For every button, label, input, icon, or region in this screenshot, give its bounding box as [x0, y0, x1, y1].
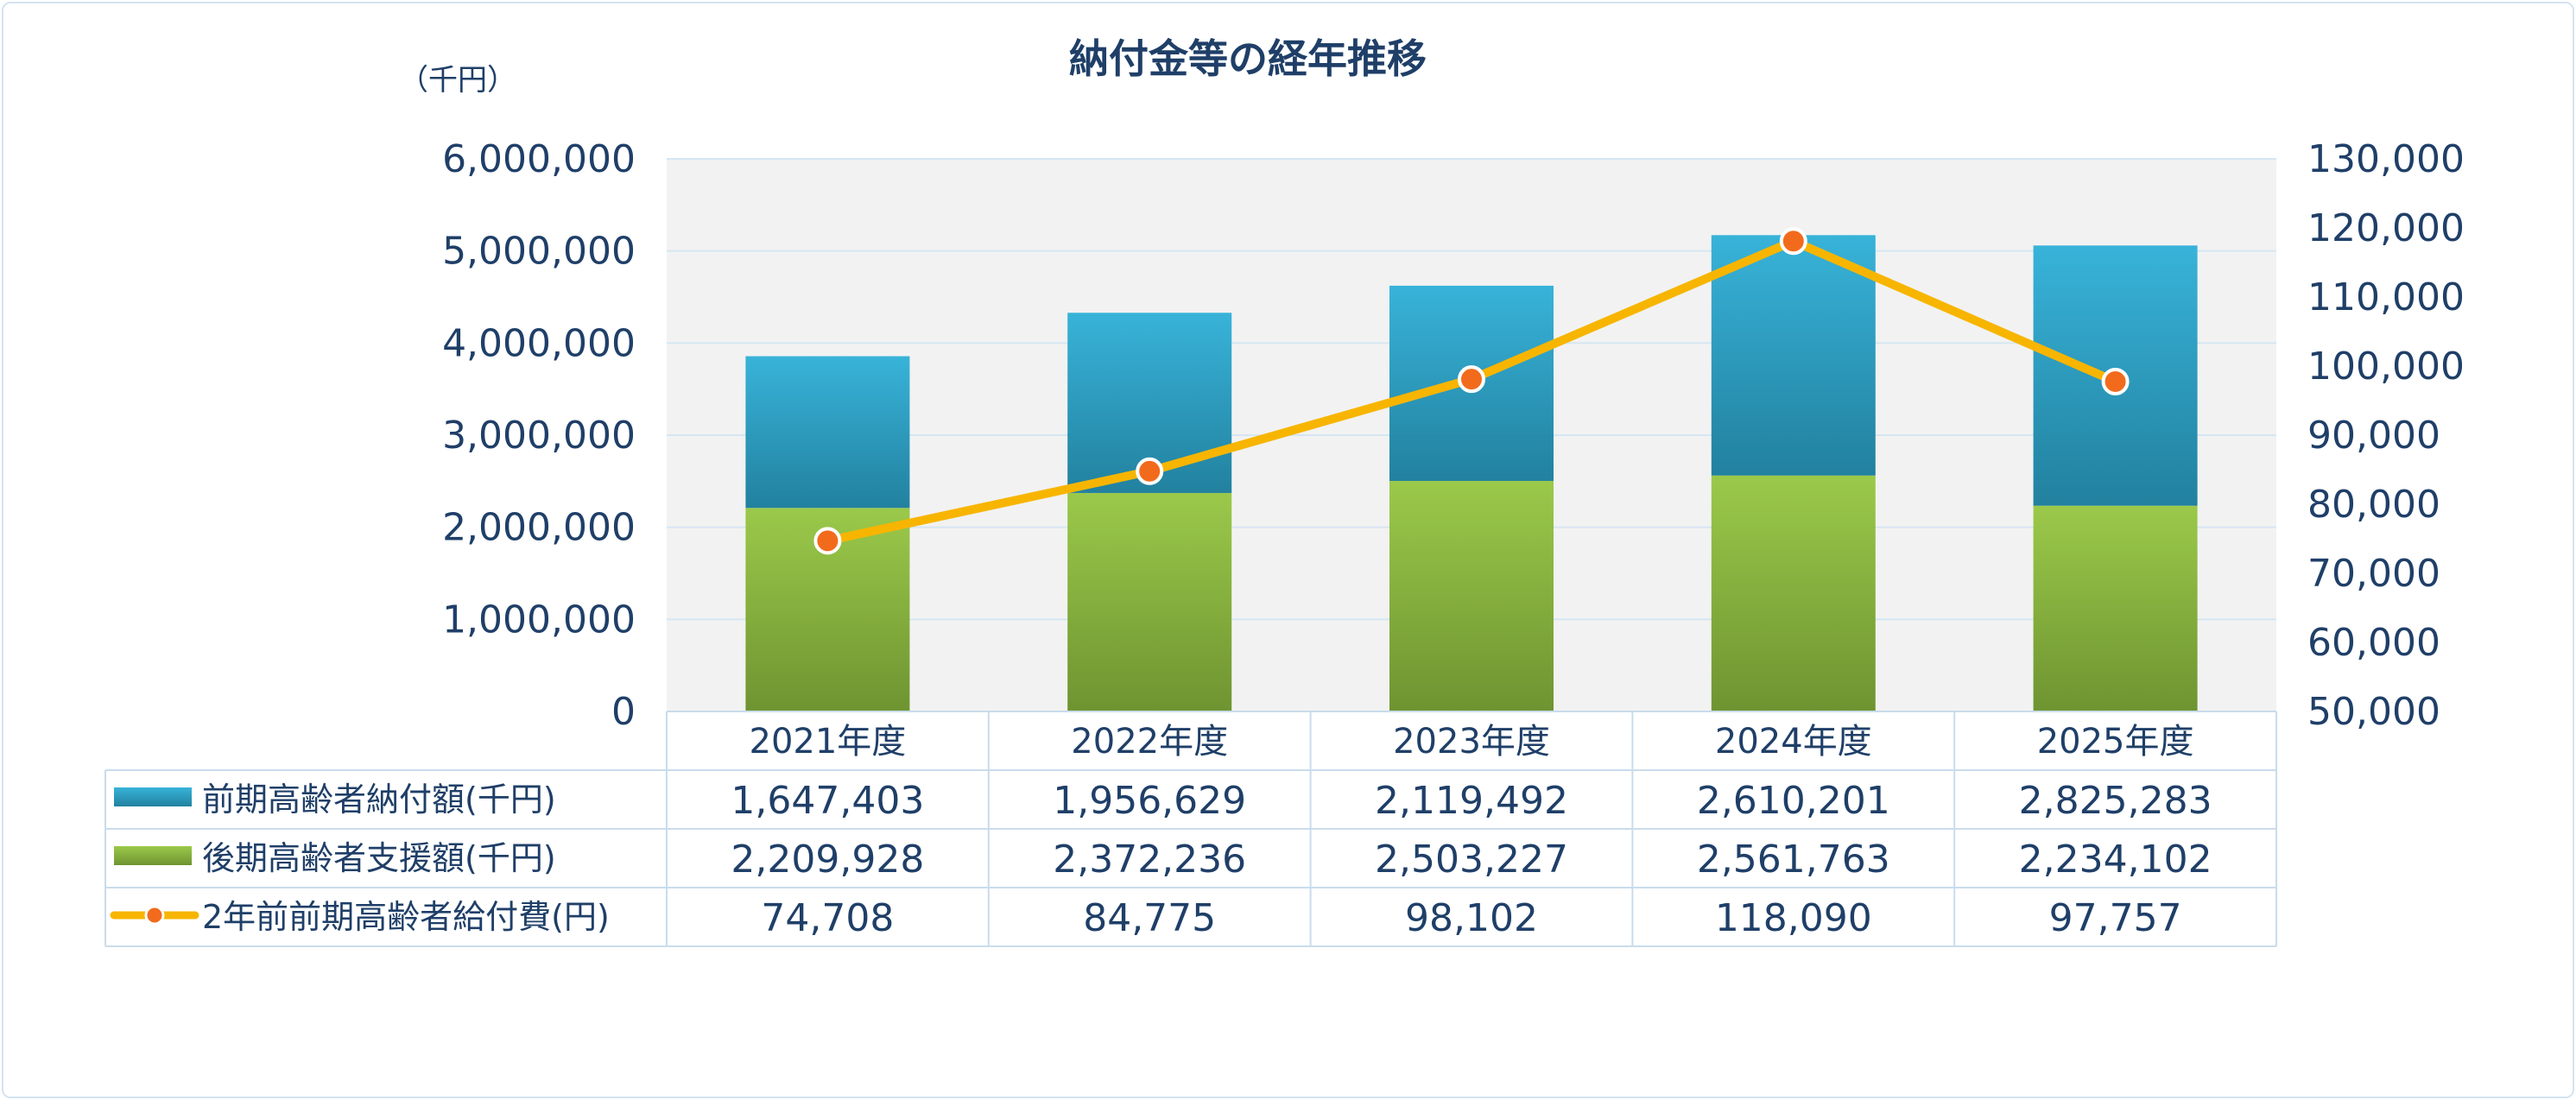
data-table-cell: 2,561,763	[1697, 838, 1890, 882]
bar-zenki-noufugaku	[1711, 235, 1876, 476]
data-table-cell: 98,102	[1405, 896, 1538, 940]
y-right-tick-label: 90,000	[2307, 414, 2440, 458]
bar-kouki-shienngaku	[1711, 475, 1876, 711]
y-left-tick-label: 1,000,000	[442, 597, 636, 642]
data-table-cell: 2,119,492	[1375, 779, 1568, 823]
plot-area: 0 1,000,000 2,000,000 3,000,000 4,000,000 5,0…	[442, 137, 2465, 734]
x-category-label: 2021年度	[750, 722, 907, 762]
combo-chart: 納付金等の経年推移 （千円） 0 1,000,000 2,000,000 3,000,…	[104, 35, 2465, 947]
data-table-cell: 2,610,201	[1697, 779, 1890, 823]
line-point-kyufuhi	[813, 527, 842, 555]
line-point-kyufuhi	[1779, 227, 1807, 256]
y-right-tick-label: 130,000	[2307, 137, 2465, 181]
unit-label: （千円）	[399, 63, 516, 98]
legend-key-swatch	[114, 846, 192, 865]
y-left-tick-label: 5,000,000	[442, 230, 636, 274]
chart-title: 納付金等の経年推移	[1069, 35, 1427, 82]
y-left-tick-label: 6,000,000	[442, 137, 636, 181]
line-point-kyufuhi	[2101, 367, 2130, 395]
bar-kouki-shienngaku	[1067, 492, 1232, 711]
bar-kouki-shienngaku	[1389, 480, 1554, 711]
data-table-cell: 2,209,928	[731, 838, 924, 882]
data-table-cell: 97,757	[2049, 896, 2182, 940]
bar-kouki-shienngaku	[2033, 505, 2198, 711]
legend-key-marker	[144, 905, 165, 926]
y-right-tick-label: 80,000	[2307, 483, 2440, 527]
data-table-cell: 2,503,227	[1375, 838, 1568, 882]
line-point-kyufuhi	[1458, 365, 1485, 394]
legend-label: 前期高齢者納付額(千円)	[202, 781, 556, 819]
y-left-tick-label: 0	[611, 690, 636, 734]
legend-label: 後期高齢者支援額(千円)	[202, 839, 556, 877]
data-table-cell: 84,775	[1083, 896, 1216, 940]
data-table: 2021年度 2022年度 2023年度 2024年度 2025年度前期高齢者納付額(千…	[104, 711, 2277, 947]
x-category-label: 2025年度	[2037, 722, 2194, 762]
data-table-cell: 2,825,283	[2019, 779, 2212, 823]
x-category-label: 2024年度	[1715, 722, 1872, 762]
data-table-cell: 1,647,403	[731, 779, 924, 823]
y-left-tick-label: 4,000,000	[442, 321, 636, 365]
y-right-tick-label: 110,000	[2307, 275, 2465, 319]
y-right-tick-label: 120,000	[2307, 206, 2465, 250]
y-right-tick-label: 70,000	[2307, 552, 2440, 596]
data-table-cell: 2,234,102	[2019, 838, 2212, 882]
y-right-tick-label: 50,000	[2307, 690, 2440, 734]
y-left-tick-label: 3,000,000	[442, 414, 636, 458]
bar-zenki-noufugaku	[745, 356, 910, 509]
line-point-kyufuhi	[1136, 457, 1164, 485]
y-left-tick-label: 2,000,000	[442, 506, 636, 550]
legend-key-swatch	[114, 787, 192, 806]
y-right-tick-label: 60,000	[2307, 621, 2440, 665]
data-table-cell: 118,090	[1715, 896, 1872, 940]
y-right-tick-label: 100,000	[2307, 345, 2465, 389]
data-table-cell: 1,956,629	[1053, 779, 1246, 823]
data-table-cell: 2,372,236	[1053, 838, 1246, 882]
x-category-label: 2022年度	[1071, 722, 1228, 762]
x-category-label: 2023年度	[1393, 722, 1550, 762]
data-table-cell: 74,708	[761, 896, 894, 940]
legend-label: 2年前前期高齢者給付費(円)	[202, 898, 610, 936]
